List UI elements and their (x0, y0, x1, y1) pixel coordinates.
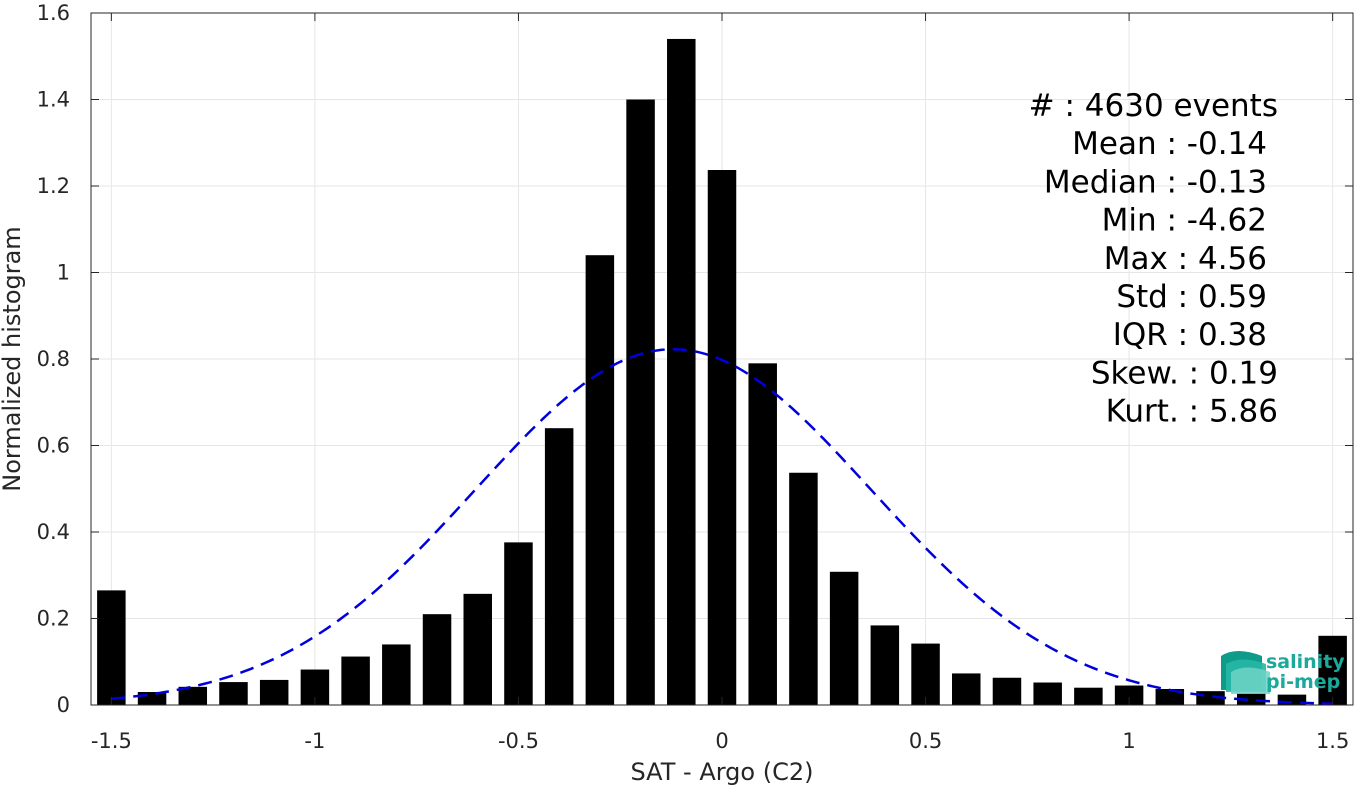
x-tick-label: 0 (715, 729, 728, 753)
histogram-bar (341, 656, 370, 705)
histogram-bar (585, 255, 615, 705)
logo-line-1: salinity (1266, 651, 1345, 673)
histogram-bar (1155, 688, 1185, 705)
y-tick-label: 1.6 (37, 1, 70, 25)
histogram-bar (789, 472, 818, 705)
histogram-bar (1318, 635, 1347, 705)
histogram-bar (667, 38, 696, 705)
histogram-bar (544, 428, 574, 705)
salinity-pi-mep-logo: salinity pi-mep (1221, 651, 1345, 694)
stat-line: Mean : -0.14 (1072, 126, 1267, 162)
histogram-bar (259, 679, 289, 705)
y-tick-label: 0.2 (37, 607, 70, 631)
histogram-bar (870, 625, 900, 705)
y-tick-label: 0.8 (37, 347, 70, 371)
histogram-bar (952, 673, 981, 705)
y-tick-label: 0.4 (37, 520, 70, 544)
stat-line: # : 4630 events (1029, 88, 1278, 124)
histogram-bar (219, 682, 248, 705)
stat-line: Skew. : 0.19 (1091, 355, 1278, 391)
histogram-bar (1236, 693, 1266, 705)
histogram-bar (1033, 682, 1062, 705)
histogram-bars (97, 38, 1347, 705)
histogram-bar (829, 571, 859, 705)
histogram-bar (504, 542, 533, 705)
histogram-bar (626, 99, 655, 705)
histogram-bar (97, 590, 126, 705)
histogram-bar (422, 614, 452, 705)
stat-line: Median : -0.13 (1044, 164, 1267, 200)
y-tick-label: 0 (57, 693, 70, 717)
y-axis-label: Normalized histogram (0, 226, 26, 491)
histogram-bar (1074, 687, 1103, 705)
normal-fit-curve (111, 347, 1333, 705)
stat-line: Std : 0.59 (1116, 279, 1267, 315)
y-tick-label: 0.6 (37, 434, 70, 458)
y-axis-ticks: 0 0.2 0.4 0.6 0.8 1 1.2 1.4 1.6 (37, 1, 1353, 717)
x-axis-ticks: -1.5 -1 -0.5 0 0.5 1 1.5 (91, 13, 1349, 753)
histogram-bar (137, 692, 167, 705)
histogram-bar (1277, 694, 1307, 705)
histogram-bar (463, 593, 492, 705)
x-tick-label: -0.5 (498, 729, 539, 753)
stat-line: Min : -4.62 (1102, 203, 1267, 239)
x-tick-label: 1 (1122, 729, 1135, 753)
stat-line: Kurt. : 5.86 (1106, 394, 1278, 430)
x-tick-label: 0.5 (909, 729, 942, 753)
y-tick-label: 1.2 (37, 174, 70, 198)
y-tick-label: 1.4 (37, 88, 70, 112)
x-tick-label: -1 (304, 729, 325, 753)
stat-line: IQR : 0.38 (1113, 317, 1267, 353)
histogram-bar (178, 686, 208, 705)
logo-line-2: pi-mep (1266, 671, 1340, 693)
histogram-bar (707, 169, 737, 705)
x-tick-label: -1.5 (91, 729, 132, 753)
y-tick-label: 1 (57, 261, 70, 285)
histogram-bar (911, 643, 940, 705)
x-tick-label: 1.5 (1316, 729, 1349, 753)
stat-line: Max : 4.56 (1104, 241, 1267, 277)
histogram-bar (992, 677, 1022, 705)
histogram-bar (382, 644, 411, 705)
histogram-bar (1114, 685, 1144, 705)
logo-wave-icon (1221, 651, 1270, 694)
x-axis-label: SAT - Argo (C2) (631, 758, 814, 786)
histogram-bar (748, 363, 777, 705)
